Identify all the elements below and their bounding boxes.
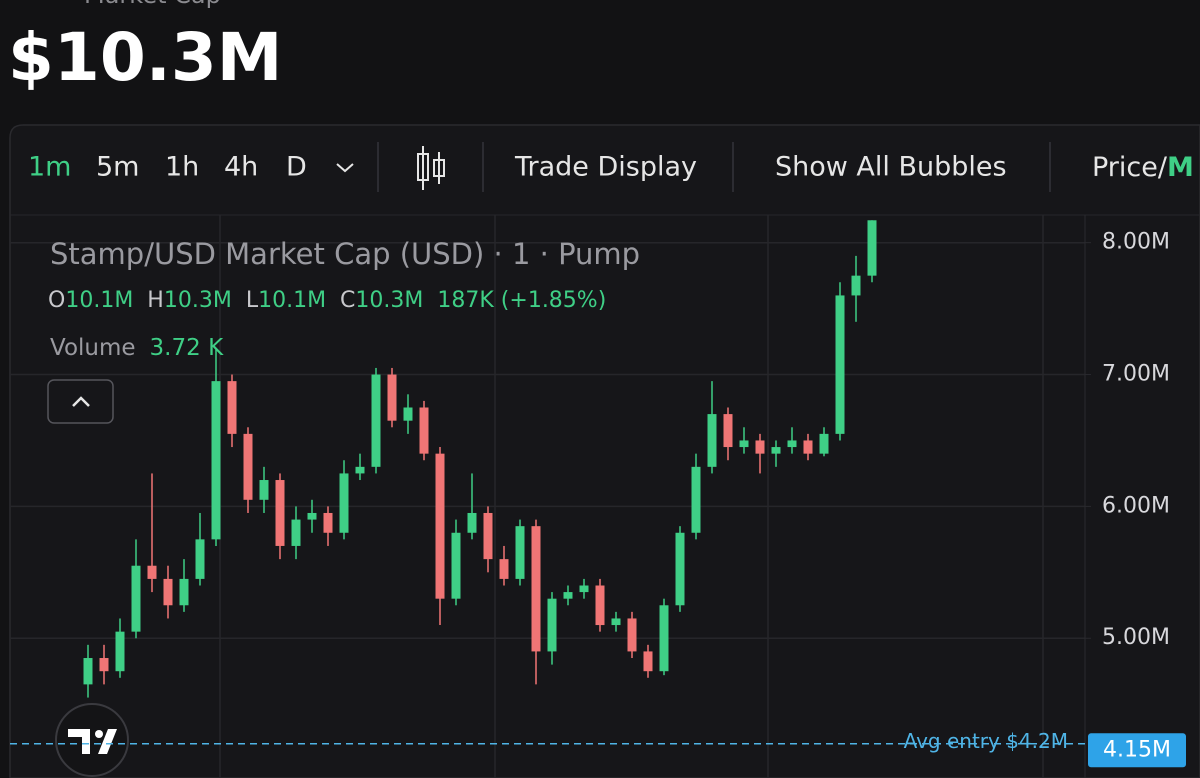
candle-body (819, 433, 829, 454)
candle-body (179, 578, 189, 606)
candle-body (243, 433, 253, 500)
chart-panel (9, 124, 1200, 778)
candle-body (387, 374, 397, 421)
y-tick-label: 8.00M (1102, 230, 1170, 255)
candle-body (675, 532, 685, 606)
ohlc-key: H (147, 288, 164, 313)
candle-body (211, 381, 221, 540)
interval-button[interactable]: 1m (28, 152, 71, 183)
candle-body (147, 565, 157, 579)
ohlc-key: C (340, 288, 355, 313)
ohlc-value: 10.1M (258, 288, 326, 313)
candle-body (195, 539, 205, 579)
candle-body (115, 631, 125, 672)
candle-body (131, 565, 141, 632)
volume-legend: Volume 3.72 K (50, 335, 224, 361)
candle-body (227, 381, 237, 434)
candle-body (755, 440, 765, 454)
candle-body (435, 453, 445, 599)
interval-button[interactable]: 5m (96, 152, 139, 183)
volume-value: 3.72 K (150, 335, 225, 361)
candle-body (99, 658, 109, 672)
candle-body (483, 512, 493, 560)
y-tick-label: 6.00M (1102, 493, 1170, 518)
candle-body (83, 658, 93, 685)
collapse-legend-button[interactable] (47, 379, 114, 424)
candle-body (547, 598, 557, 652)
toggle-mcap[interactable]: M (1167, 152, 1194, 183)
candle-body (371, 374, 381, 467)
candle-body (275, 480, 285, 546)
avg-entry-label: Avg entry $4.2M (904, 729, 1068, 753)
candle-body (659, 605, 669, 672)
candle-body (563, 592, 573, 599)
interval-button[interactable]: 1h (165, 152, 199, 183)
candle-body (867, 220, 877, 276)
candle-body (467, 512, 477, 533)
candle-body (307, 512, 317, 520)
y-tick-label: 5.00M (1102, 625, 1170, 650)
ohlc-value: 10.3M (164, 288, 232, 313)
header-value: $10.3M (8, 19, 282, 96)
last-price-badge (1088, 733, 1186, 768)
candle-body (611, 618, 621, 626)
interval-button[interactable]: D (286, 152, 307, 183)
interval-dropdown[interactable] (336, 163, 354, 173)
plot-area (10, 215, 1085, 778)
candle-body (259, 480, 269, 500)
candle-body (419, 407, 429, 454)
candle-body (291, 519, 301, 546)
last-price-label: 4.15M (1103, 737, 1171, 762)
volume-label: Volume (50, 335, 136, 361)
y-tick-label: 7.00M (1102, 362, 1170, 387)
candle-body (403, 407, 413, 421)
candle-body (451, 532, 461, 599)
candle-body (851, 275, 861, 296)
candle-body (835, 295, 845, 434)
candle-type-icon[interactable] (417, 146, 445, 190)
candle-body (787, 440, 797, 448)
change-value: 187K (+1.85%) (437, 288, 606, 313)
candle-body (579, 585, 589, 593)
candle-body (723, 414, 733, 448)
candle-body (627, 618, 637, 652)
candle-body (643, 651, 653, 672)
ohlc-key: L (246, 288, 259, 313)
tradingview-logo[interactable] (55, 703, 129, 777)
trade-display-button[interactable]: Trade Display (514, 152, 697, 183)
bubbles-button[interactable]: Show All Bubbles (775, 152, 1007, 183)
ohlc-key: O (48, 288, 65, 313)
toggle-price[interactable]: Price/ (1092, 152, 1168, 183)
candle-body (515, 526, 525, 579)
candle-body (339, 473, 349, 533)
ohlc-value: 10.1M (65, 288, 133, 313)
candle-body (691, 466, 701, 533)
candle-body (323, 512, 333, 533)
ohlc-value: 10.3M (355, 288, 423, 313)
chart-title: Stamp/USD Market Cap (USD) · 1 · Pump (50, 237, 640, 271)
candle-body (771, 447, 781, 454)
candle-body (163, 578, 173, 606)
collapse-icon (72, 396, 90, 407)
candle-body (595, 585, 605, 626)
candle-body (499, 559, 509, 579)
candle-body (355, 466, 365, 474)
price-mcap-toggle[interactable]: Price/M (1092, 152, 1194, 183)
candle-body (707, 414, 717, 467)
ohlc-legend: O10.1M H10.3M L10.1M C10.3M 187K (+1.85%) (48, 288, 606, 313)
candle-body (803, 440, 813, 454)
tradingview-logo-dot (95, 730, 103, 738)
candle-body (739, 440, 749, 448)
interval-button[interactable]: 4h (224, 152, 258, 183)
candle-body (531, 526, 541, 652)
tradingview-logo-mark (68, 729, 117, 754)
header-label: Market Cap (84, 0, 221, 9)
